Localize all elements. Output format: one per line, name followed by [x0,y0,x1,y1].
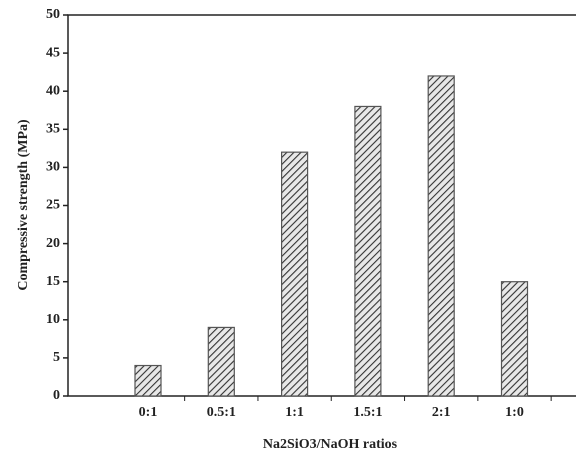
x-tick-label: 0.5:1 [207,405,236,420]
y-tick-label: 35 [46,122,60,137]
y-tick-label: 50 [46,7,60,22]
x-axis-label: Na2SiO3/NaOH ratios [263,437,398,452]
x-tick-label: 0:1 [139,405,158,420]
bar [207,326,235,397]
y-tick-label: 45 [46,45,60,60]
bar [134,364,162,397]
bar [354,105,382,397]
bar [500,281,529,397]
y-tick-label: 15 [46,274,60,289]
y-tick-label: 10 [46,312,60,327]
x-tick-label: 1.5:1 [353,405,382,420]
y-tick-label: 30 [46,160,60,175]
x-tick-label: 1:1 [285,405,304,420]
x-tick-label: 1:0 [505,405,524,420]
y-tick-label: 0 [53,388,60,403]
y-axis-label: Compressive strength (MPa) [16,119,31,291]
y-tick-label: 20 [46,236,60,251]
bar [281,151,309,397]
y-tick-label: 40 [46,83,60,98]
x-tick-label: 2:1 [432,405,451,420]
bar [427,75,455,397]
y-tick-label: 5 [53,350,60,365]
y-tick-label: 25 [46,198,60,213]
plot-frame [67,14,576,397]
